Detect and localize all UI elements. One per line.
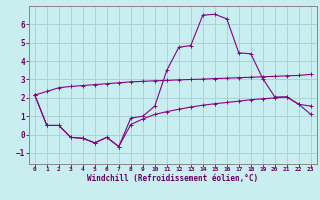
X-axis label: Windchill (Refroidissement éolien,°C): Windchill (Refroidissement éolien,°C) xyxy=(87,174,258,183)
